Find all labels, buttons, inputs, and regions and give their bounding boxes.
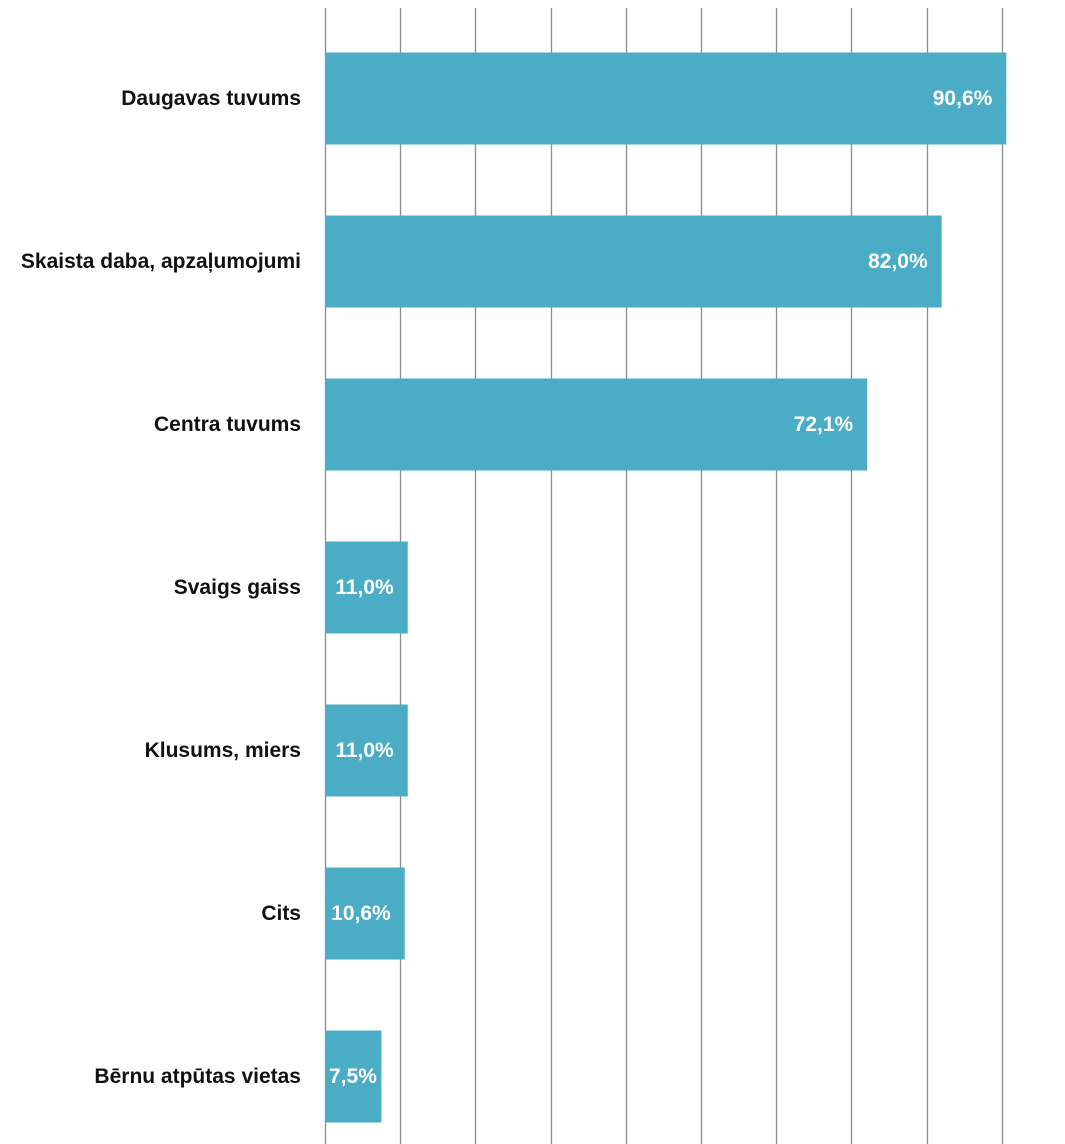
- data-label-3: 11,0%: [335, 576, 394, 599]
- category-label-0: Daugavas tuvums: [121, 87, 301, 110]
- category-label-6: Bērnu atpūtas vietas: [94, 1065, 301, 1088]
- data-label-5: 10,6%: [331, 902, 391, 925]
- bars: [325, 52, 1007, 1123]
- bar-0: [325, 52, 1007, 145]
- category-label-2: Centra tuvums: [154, 413, 301, 436]
- data-label-1: 82,0%: [868, 250, 928, 273]
- data-label-0: 90,6%: [933, 87, 993, 110]
- category-label-5: Cits: [261, 902, 301, 925]
- bar-3: [325, 541, 408, 634]
- category-label-3: Svaigs gaiss: [174, 576, 301, 599]
- data-label-6: 7,5%: [329, 1065, 377, 1088]
- category-label-4: Klusums, miers: [145, 739, 301, 762]
- data-label-4: 11,0%: [335, 739, 394, 762]
- category-label-1: Skaista daba, apzaļumojumi: [21, 250, 301, 273]
- data-labels: 90,6% 82,0% 72,1% 11,0% 11,0% 10,6% 7,5%: [329, 87, 993, 1088]
- bar-2: [325, 378, 868, 471]
- gridlines: [324, 8, 1004, 1144]
- bar-1: [325, 215, 942, 308]
- data-label-2: 72,1%: [794, 413, 854, 436]
- bar-4: [325, 704, 408, 797]
- category-labels: Daugavas tuvums Skaista daba, apzaļumojum…: [21, 87, 301, 1088]
- bar-6: [325, 1030, 382, 1123]
- bar-5: [325, 867, 405, 960]
